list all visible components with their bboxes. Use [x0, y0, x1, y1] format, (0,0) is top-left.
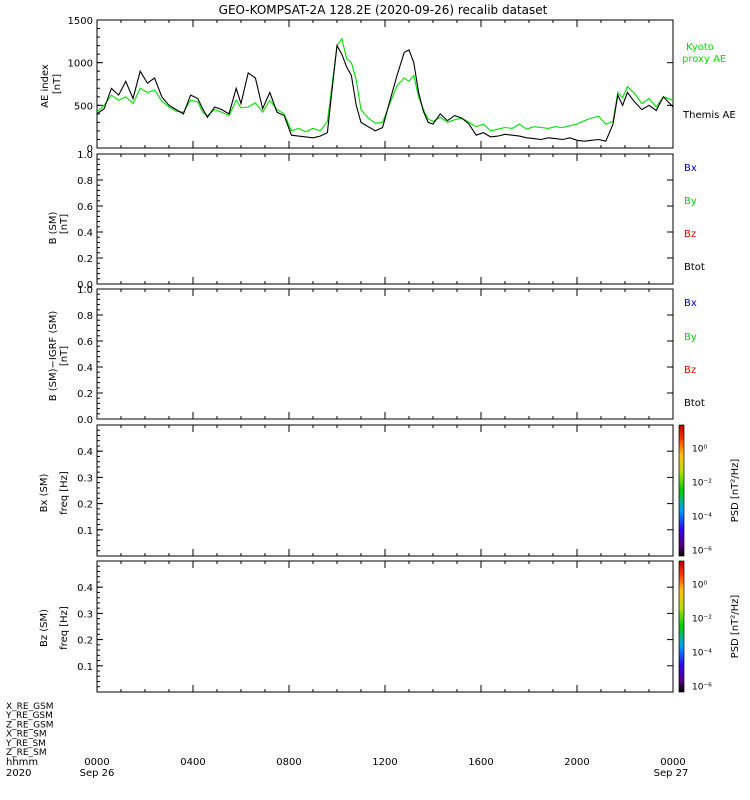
ae-y-axis: 0 500 1000 1500: [68, 16, 674, 155]
bx-ylabel-1: Bx (SM): [39, 474, 50, 513]
ephemeris-label: Z_RE_SM: [6, 748, 47, 758]
b-ytick-label: 0.4: [77, 228, 93, 239]
bx-ytick-label: 0.3: [77, 473, 93, 484]
bx-ytick-label: 0.2: [77, 500, 93, 511]
bz-ytick-label: 0.3: [77, 609, 93, 620]
bigrf-legend-btot: Btot: [684, 398, 705, 409]
x-year-label: 2020: [6, 768, 31, 779]
panel-bx-frame: [96, 424, 674, 557]
colorbar-bz-tick-label: 10⁻⁴: [692, 648, 712, 658]
x-tick-label: 1200: [372, 757, 397, 768]
bz-ytick-label: 0.4: [77, 583, 93, 594]
ephemeris-label: X_RE_GSM: [6, 702, 54, 712]
colorbar-bx-tick-label: 10⁻⁶: [692, 546, 712, 556]
bz-ylabel-1: Bz (SM): [39, 609, 50, 647]
colorbar-bx-tick-label: 10⁻⁴: [692, 512, 712, 522]
x-tick-label: 2000: [564, 757, 589, 768]
colorbar-bz-tick-label: 10⁻⁶: [692, 682, 712, 692]
panel-bz-frame: [96, 560, 674, 693]
bigrf-ytick-label: 0.4: [77, 363, 93, 374]
colorbar-bx-scale: [678, 424, 685, 557]
bigrf-ytick-label: 0.6: [77, 337, 93, 348]
ae-ytick-label: 1000: [68, 59, 93, 70]
x-tick-label: 0000: [660, 757, 685, 768]
bigrf-ylabel-2: [nT]: [59, 346, 70, 366]
colorbar-bx-tick-label: 10⁰: [692, 444, 707, 454]
bigrf-legend-bz: Bz: [684, 365, 696, 376]
x-tick-label: 0000: [84, 757, 109, 768]
bigrf-ytick-label: 0.8: [77, 311, 93, 322]
colorbar-bz-scale: [678, 560, 685, 693]
chart-title: GEO-KOMPSAT-2A 128.2E (2020-09-26) recal…: [219, 3, 548, 17]
bz-ytick-label: 0.1: [77, 662, 93, 673]
x-ticks: 0000 0400 0800 1200 1600 2000 0000: [84, 757, 685, 768]
x-tick-label: 1600: [468, 757, 493, 768]
bx-ytick-label: 0.1: [77, 526, 93, 537]
b-legend-bx: Bx: [684, 163, 697, 174]
x-date-left: Sep 26: [80, 768, 115, 779]
b-ytick-label: 0.6: [77, 202, 93, 213]
ae-ylabel-2: [nT]: [52, 74, 63, 94]
x-hhmm-label: hhmm: [6, 757, 38, 768]
panel-b-frame: [96, 153, 674, 285]
b-ytick-label: 1.0: [77, 150, 93, 161]
bz-ytick-label: 0.2: [77, 636, 93, 647]
panel-bigrf-frame: [96, 288, 674, 420]
ephemeris-label: X_RE_SM: [6, 730, 47, 740]
b-ylabel-2: [nT]: [59, 214, 70, 234]
bigrf-ylabel-1: B (SM)−IGRF (SM): [48, 311, 59, 402]
b-legend-bz: Bz: [684, 229, 696, 240]
colorbar-bz-tick-label: 10⁻²: [692, 614, 712, 624]
x-date-right: Sep 27: [654, 768, 689, 779]
ephemeris-labels: X_RE_GSMY_RE_GSMZ_RE_GSMX_RE_SMY_RE_SMZ_…: [5, 702, 54, 758]
legend-kyoto: Kyoto: [686, 42, 714, 53]
panel-ae-frame: [96, 19, 674, 149]
ae-ytick-label: 1500: [68, 16, 93, 27]
bx-ylabel-2: freq [Hz]: [59, 471, 70, 515]
bz-ylabel-2: freq [Hz]: [59, 606, 70, 650]
colorbar-bx: 10⁰ 10⁻² 10⁻⁴ 10⁻⁶ PSD [nT²/Hz]: [678, 424, 741, 557]
bigrf-ytick-label: 0.0: [77, 415, 93, 426]
b-legend-by: By: [684, 196, 697, 207]
colorbar-bx-label: PSD [nT²/Hz]: [730, 459, 741, 523]
ae-series-group: [96, 37, 674, 142]
ephemeris-label: Z_RE_GSM: [6, 720, 54, 730]
x-tick-label: 0800: [276, 757, 301, 768]
ephemeris-label: Y_RE_SM: [5, 739, 46, 749]
b-ylabel-1: B (SM): [48, 211, 59, 244]
colorbar-bz-label: PSD [nT²/Hz]: [730, 595, 741, 659]
ae-ylabel-1: AE index: [40, 64, 51, 108]
legend-themis: Themis AE: [682, 110, 736, 121]
legend-kyoto-proxy: proxy AE: [682, 54, 726, 65]
bx-ytick-label: 0.4: [77, 447, 93, 458]
b-ytick-label: 0.2: [77, 254, 93, 265]
b-legend-btot: Btot: [684, 262, 705, 273]
bigrf-ytick-label: 1.0: [77, 285, 93, 296]
b-y-axis: 0.0 0.2 0.4 0.6 0.8 1.0: [77, 150, 674, 291]
colorbar-bz-tick-label: 10⁰: [692, 580, 707, 590]
bigrf-y-axis: 0.0 0.2 0.4 0.6 0.8 1.0: [77, 285, 674, 426]
b-ytick-label: 0.8: [77, 176, 93, 187]
ae-ytick-label: 0: [87, 144, 93, 155]
x-tick-label: 0400: [180, 757, 205, 768]
bz-y-axis: 0.1 0.2 0.3 0.4: [77, 560, 674, 693]
ae-series-themis-line: [96, 43, 674, 142]
ae-series-kyoto-line: [96, 37, 674, 133]
bigrf-ytick-label: 0.2: [77, 389, 93, 400]
colorbar-bz: 10⁰ 10⁻² 10⁻⁴ 10⁻⁶ PSD [nT²/Hz]: [678, 560, 741, 693]
colorbar-bx-tick-label: 10⁻²: [692, 478, 712, 488]
bx-y-axis: 0.1 0.2 0.3 0.4: [77, 424, 674, 557]
bigrf-legend-by: By: [684, 332, 697, 343]
bigrf-legend-bx: Bx: [684, 298, 697, 309]
b-ytick-label: 0.0: [77, 280, 93, 291]
ephemeris-label: Y_RE_GSM: [5, 711, 53, 721]
ae-ytick-label: 500: [74, 101, 93, 112]
